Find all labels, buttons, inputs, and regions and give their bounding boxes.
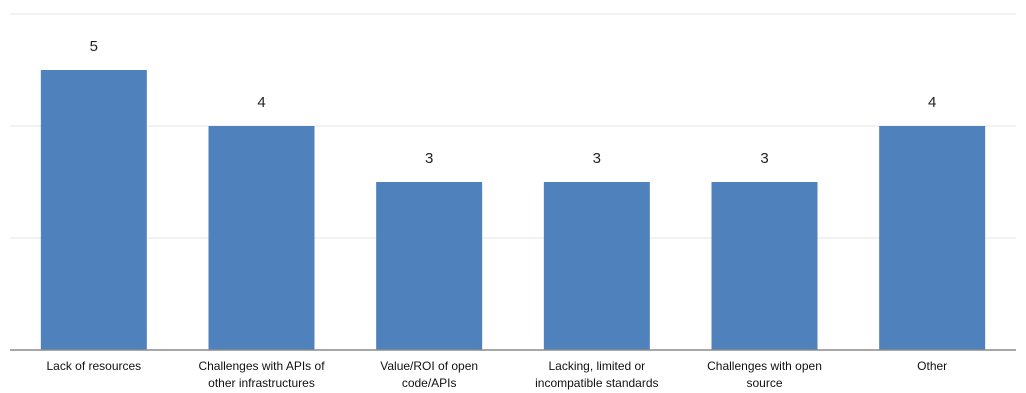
x-tick-label-1: Lack of resources <box>46 359 141 373</box>
data-label-4: 3 <box>593 150 601 167</box>
x-tick-label-5: Challenges with open source <box>707 359 822 390</box>
bar-6 <box>879 126 986 350</box>
data-label-5: 3 <box>760 150 768 167</box>
data-label-1: 5 <box>90 38 98 55</box>
data-label-2: 4 <box>257 94 265 111</box>
bar-2 <box>208 126 315 350</box>
x-tick-label-line: Lack of resources <box>46 359 141 373</box>
data-labels: 5 4 3 3 3 4 <box>90 38 937 167</box>
bar-1 <box>40 70 147 350</box>
bars <box>40 70 986 350</box>
x-tick-label-line: Lacking, limited or <box>548 359 645 373</box>
bar-4 <box>543 182 650 350</box>
x-tick-label-line: incompatible standards <box>535 376 658 390</box>
data-label-3: 3 <box>425 150 433 167</box>
gridlines <box>10 13 1016 239</box>
x-tick-label-4: Lacking, limited or incompatible standard… <box>535 359 658 390</box>
x-tick-label-line: other infrastructures <box>208 376 315 390</box>
x-tick-label-line: Other <box>917 359 947 373</box>
bar-3 <box>376 182 483 350</box>
x-tick-label-line: Challenges with APIs of <box>198 359 325 373</box>
x-tick-label-2: Challenges with APIs of other infrastruct… <box>198 359 325 390</box>
bar-5 <box>711 182 818 350</box>
x-tick-label-3: Value/ROI of open code/APIs <box>380 359 478 390</box>
x-tick-label-6: Other <box>917 359 947 373</box>
x-tick-label-line: source <box>746 376 782 390</box>
data-label-6: 4 <box>928 94 936 111</box>
x-tick-label-line: code/APIs <box>402 376 457 390</box>
x-tick-label-line: Value/ROI of open <box>380 359 478 373</box>
x-tick-labels: Lack of resources Challenges with APIs of… <box>46 359 947 390</box>
x-tick-label-line: Challenges with open <box>707 359 822 373</box>
